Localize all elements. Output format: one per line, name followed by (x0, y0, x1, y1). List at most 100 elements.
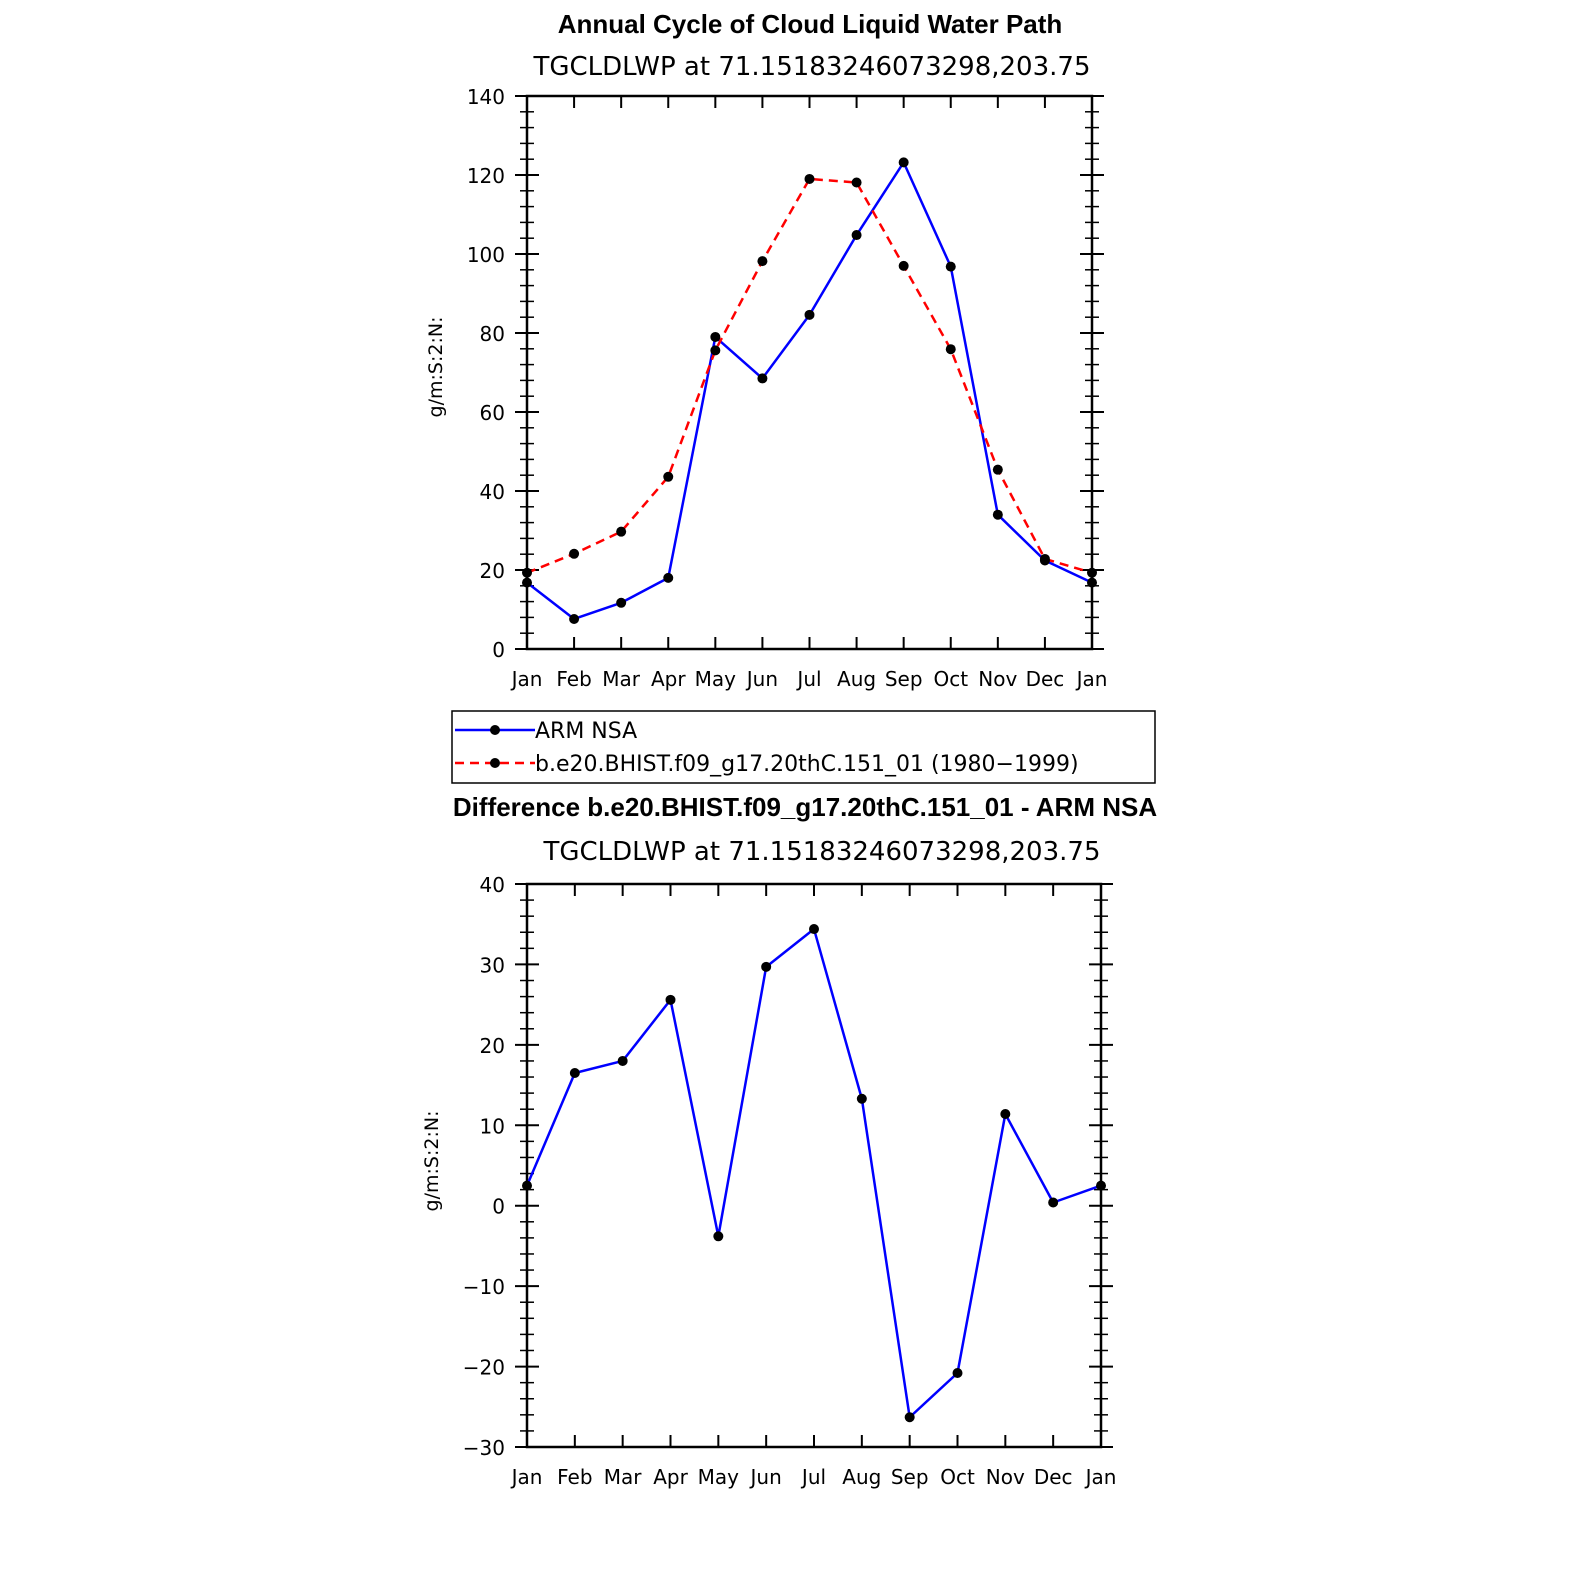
data-point-arm-nsa (757, 373, 768, 384)
legend-marker-model (490, 758, 500, 768)
data-point-arm-nsa (710, 331, 721, 342)
y-tick-label: 0 (492, 1195, 505, 1219)
data-point-arm-nsa (945, 261, 956, 272)
difference-chart: Difference b.e20.BHIST.f09_g17.20thC.151… (421, 792, 1157, 1489)
x-tick-label: Jul (800, 1465, 826, 1489)
chart-title: Difference b.e20.BHIST.f09_g17.20thC.151… (453, 792, 1157, 822)
x-tick-label: Jan (1084, 1465, 1117, 1489)
plot-axes: Jan Feb Mar Apr May Jun Jul Aug Sep Oct Nov Dec Jan0… (467, 85, 1108, 691)
annual-cycle-chart: Annual Cycle of Cloud Liquid Water Path … (425, 9, 1107, 691)
data-point-arm-nsa (522, 577, 532, 588)
chart-subtitle: TGCLDLWP at 71.15183246073298,203.75 (542, 837, 1100, 867)
data-point-difference (904, 1412, 915, 1423)
plot-series (522, 157, 1097, 624)
data-point-b-e20-bhist-f09-g17-20thc-151-01-1980-1999 (522, 567, 532, 578)
data-point-b-e20-bhist-f09-g17-20thc-151-01-1980-1999 (851, 177, 862, 188)
data-point-arm-nsa (898, 157, 909, 168)
series-line-arm-nsa (526, 161, 1093, 621)
y-tick-label: −30 (463, 1436, 505, 1460)
x-tick-label: Oct (940, 1465, 975, 1489)
data-point-arm-nsa (569, 613, 580, 624)
data-point-difference (761, 961, 772, 972)
data-point-b-e20-bhist-f09-g17-20thc-151-01-1980-1999 (945, 344, 956, 355)
legend-frame (451, 710, 1156, 784)
data-point-difference (809, 924, 819, 935)
chart-subtitle: TGCLDLWP at 71.15183246073298,203.75 (532, 52, 1090, 82)
x-tick-label: Sep (885, 667, 923, 691)
plot-frame (525, 882, 1103, 1449)
data-point-b-e20-bhist-f09-g17-20thc-151-01-1980-1999 (569, 548, 580, 559)
data-point-arm-nsa (992, 509, 1003, 520)
y-tick-label: 120 (467, 164, 505, 188)
x-tick-label: Jul (795, 667, 821, 691)
data-point-difference (856, 1093, 867, 1104)
x-tick-label: Feb (557, 1465, 592, 1489)
y-tick-label: 140 (467, 85, 505, 109)
y-tick-label: 40 (480, 480, 505, 504)
data-point-b-e20-bhist-f09-g17-20thc-151-01-1980-1999 (757, 256, 768, 267)
x-tick-label: Jan (510, 1465, 543, 1489)
x-tick-label: Jun (745, 667, 778, 691)
x-tick-label: Aug (842, 1465, 881, 1489)
data-point-b-e20-bhist-f09-g17-20thc-151-01-1980-1999 (898, 260, 909, 271)
x-tick-label: Dec (1026, 667, 1065, 691)
data-point-b-e20-bhist-f09-g17-20thc-151-01-1980-1999 (1087, 567, 1097, 578)
x-tick-label: Jan (1075, 667, 1108, 691)
data-point-difference (1096, 1180, 1106, 1191)
plot-series (522, 924, 1106, 1423)
x-tick-label: Feb (556, 667, 591, 691)
legend-label-arm: ARM NSA (535, 719, 637, 744)
data-point-difference (617, 1055, 628, 1066)
y-tick-label: 10 (480, 1114, 505, 1138)
data-point-arm-nsa (804, 309, 815, 320)
data-point-arm-nsa (851, 230, 862, 241)
y-tick-label: 100 (467, 243, 505, 267)
data-point-difference (952, 1368, 963, 1379)
plot-axes: Jan Feb Mar Apr May Jun Jul Aug Sep Oct Nov Dec Jan−… (463, 873, 1117, 1489)
x-tick-label: Mar (602, 667, 641, 691)
series-line-b-e20-bhist-f09-g17-20thc-151-01-1980-1999 (526, 177, 1093, 574)
x-tick-label: May (698, 1465, 740, 1489)
data-point-difference (1048, 1197, 1059, 1208)
x-tick-label: Apr (653, 1465, 688, 1489)
data-point-b-e20-bhist-f09-g17-20thc-151-01-1980-1999 (804, 173, 815, 184)
y-tick-label: 20 (480, 1034, 505, 1058)
data-point-arm-nsa (1087, 577, 1097, 588)
legend-label-model: b.e20.BHIST.f09_g17.20thC.151_01 (1980−1… (535, 752, 1079, 777)
data-point-difference (1000, 1109, 1011, 1120)
x-tick-label: Apr (651, 667, 686, 691)
y-tick-label: 0 (492, 638, 505, 662)
y-tick-label: −10 (463, 1275, 505, 1299)
y-axis-label: g/m:S:2:N: (425, 317, 447, 418)
y-tick-label: 20 (480, 559, 505, 583)
data-point-arm-nsa (663, 572, 674, 583)
data-point-b-e20-bhist-f09-g17-20thc-151-01-1980-1999 (992, 464, 1003, 475)
x-tick-label: Nov (986, 1465, 1025, 1489)
legend: ARM NSA b.e20.BHIST.f09_g17.20thC.151_01… (451, 710, 1156, 784)
x-tick-label: Jun (749, 1465, 782, 1489)
x-tick-label: Sep (891, 1465, 929, 1489)
series-line-difference (525, 927, 1102, 1419)
x-tick-label: Oct (933, 667, 968, 691)
data-point-b-e20-bhist-f09-g17-20thc-151-01-1980-1999 (616, 526, 627, 537)
data-point-b-e20-bhist-f09-g17-20thc-151-01-1980-1999 (1039, 553, 1050, 564)
y-axis-label: g/m:S:2:N: (421, 1111, 443, 1212)
data-point-difference (569, 1068, 580, 1079)
x-tick-label: Aug (837, 667, 876, 691)
y-tick-label: 30 (480, 953, 505, 977)
data-point-b-e20-bhist-f09-g17-20thc-151-01-1980-1999 (710, 345, 721, 356)
data-point-b-e20-bhist-f09-g17-20thc-151-01-1980-1999 (663, 471, 674, 482)
data-point-difference (522, 1180, 532, 1191)
legend-marker-arm (490, 725, 500, 735)
data-point-arm-nsa (616, 597, 627, 608)
chart-title: Annual Cycle of Cloud Liquid Water Path (558, 9, 1063, 39)
data-point-difference (665, 994, 676, 1005)
y-tick-label: 60 (480, 401, 505, 425)
x-tick-label: Nov (978, 667, 1017, 691)
y-tick-label: 40 (480, 873, 505, 897)
x-tick-label: Jan (510, 667, 543, 691)
y-tick-label: 80 (480, 322, 505, 346)
x-tick-label: Mar (604, 1465, 643, 1489)
